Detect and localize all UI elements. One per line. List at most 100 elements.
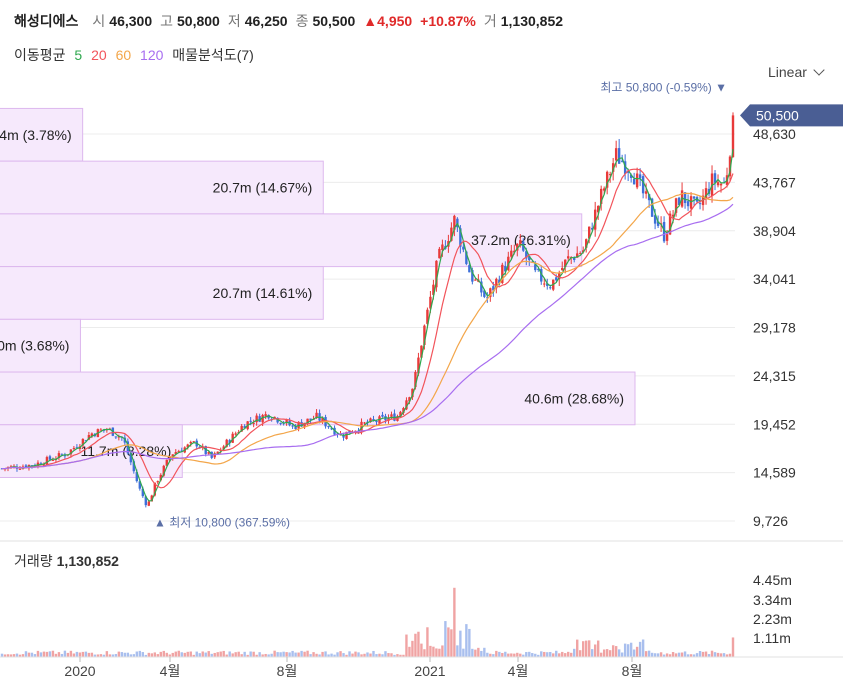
- candle-body: [414, 372, 417, 388]
- volume-profile-label: 5.34m (3.78%): [0, 127, 72, 143]
- volume-bar: [680, 652, 684, 657]
- candle-body: [147, 501, 150, 506]
- volume-bar: [261, 654, 264, 657]
- stock-name: 해성디에스: [14, 13, 79, 29]
- candle-body: [626, 170, 630, 173]
- volume-tick-label: 3.34m: [753, 592, 792, 608]
- candle-body: [662, 221, 666, 242]
- volume-bar: [168, 654, 171, 657]
- volume-bar: [513, 653, 516, 657]
- ma-20[interactable]: 20: [91, 47, 107, 63]
- ma-60[interactable]: 60: [115, 47, 132, 63]
- volume-bar: [608, 650, 612, 657]
- candle-body: [561, 267, 564, 271]
- volume-bar: [267, 654, 270, 657]
- y-tick-label: 43,767: [753, 174, 796, 190]
- open-value: 46,300: [109, 13, 153, 29]
- ma-120[interactable]: 120: [140, 47, 164, 63]
- volume-bar: [516, 652, 519, 657]
- volume-bar: [60, 653, 64, 657]
- volume-bar: [369, 653, 372, 657]
- candle-body: [465, 251, 468, 264]
- candle-body: [576, 253, 579, 258]
- candle-body: [51, 459, 55, 461]
- volume-bar: [336, 652, 339, 657]
- volume-bar: [686, 654, 690, 657]
- close-value: 50,500: [312, 13, 356, 29]
- volume-bar: [87, 652, 91, 657]
- volume-bar: [0, 653, 4, 657]
- scale-label: Linear: [768, 64, 807, 80]
- last-price-label: 50,500: [756, 107, 799, 123]
- volume-bar: [186, 651, 189, 657]
- volume-tick-label: 4.45m: [753, 572, 792, 588]
- candle-body: [114, 436, 118, 438]
- y-tick-label: 19,452: [753, 416, 796, 432]
- x-tick-label: 8월: [622, 663, 643, 679]
- volume-bar: [30, 652, 34, 657]
- volume-bar: [237, 651, 240, 657]
- volume-bar: [396, 654, 399, 657]
- candle-body: [162, 465, 165, 476]
- candle-body: [620, 160, 624, 162]
- volume-bar: [93, 654, 97, 657]
- scale-dropdown[interactable]: Linear: [768, 64, 825, 80]
- volume-bar: [126, 652, 130, 657]
- volume-bar: [710, 650, 714, 657]
- volume-bar: [3, 654, 7, 657]
- volume-bar: [141, 652, 145, 657]
- candle-body: [18, 468, 22, 470]
- volume-bar: [294, 652, 297, 657]
- candle-body: [501, 264, 504, 283]
- x-tick-label: 4월: [508, 663, 529, 679]
- volume-bar: [453, 587, 456, 657]
- volume-bar: [36, 650, 40, 657]
- volume-bar: [668, 654, 672, 657]
- volume-bar: [39, 652, 43, 657]
- candle-body: [674, 198, 678, 213]
- volume-bar: [192, 654, 195, 657]
- volume-bar: [279, 652, 282, 657]
- high-marker-label: 최고 50,800 (-0.59%) ▼: [600, 80, 727, 94]
- volume-bar: [626, 644, 630, 657]
- volume-bar: [372, 650, 375, 657]
- candle-body: [285, 420, 288, 424]
- candle-body: [405, 400, 408, 410]
- volume-bar: [579, 650, 582, 657]
- candle-body: [222, 446, 225, 450]
- volume-bar: [363, 653, 366, 657]
- volume-bar: [477, 647, 480, 657]
- candle-body: [327, 425, 330, 428]
- candle-body: [665, 234, 669, 241]
- candle-body: [438, 248, 441, 259]
- volume-panel-label: 거래량: [14, 553, 53, 569]
- y-tick-label: 14,589: [753, 465, 796, 481]
- candle-body: [402, 408, 405, 413]
- volume-bar: [725, 654, 729, 657]
- candle-body: [75, 447, 79, 449]
- volume-bar: [546, 652, 549, 657]
- volume-bar: [474, 649, 477, 657]
- volume-bar: [552, 653, 555, 657]
- candle-body: [423, 325, 426, 345]
- volume-bar: [695, 653, 699, 657]
- volume-bar: [243, 651, 246, 657]
- ma-5[interactable]: 5: [74, 47, 83, 63]
- candle-body: [387, 417, 390, 421]
- volume-bar: [33, 654, 37, 657]
- volume-bar: [66, 652, 70, 657]
- candle-body: [474, 279, 477, 281]
- volume-bar: [105, 651, 109, 657]
- volume-bar: [306, 650, 309, 657]
- volume-profile-legend[interactable]: 매물분석도(7): [172, 47, 254, 63]
- candle-body: [719, 183, 723, 186]
- volume-bar: [444, 621, 447, 657]
- candle-body: [381, 414, 384, 417]
- candle-body: [330, 428, 333, 430]
- candle-body: [411, 388, 414, 398]
- candle-body: [510, 250, 513, 257]
- volume-bar: [315, 653, 318, 657]
- candle-body: [228, 440, 231, 444]
- volume-bar: [120, 652, 124, 657]
